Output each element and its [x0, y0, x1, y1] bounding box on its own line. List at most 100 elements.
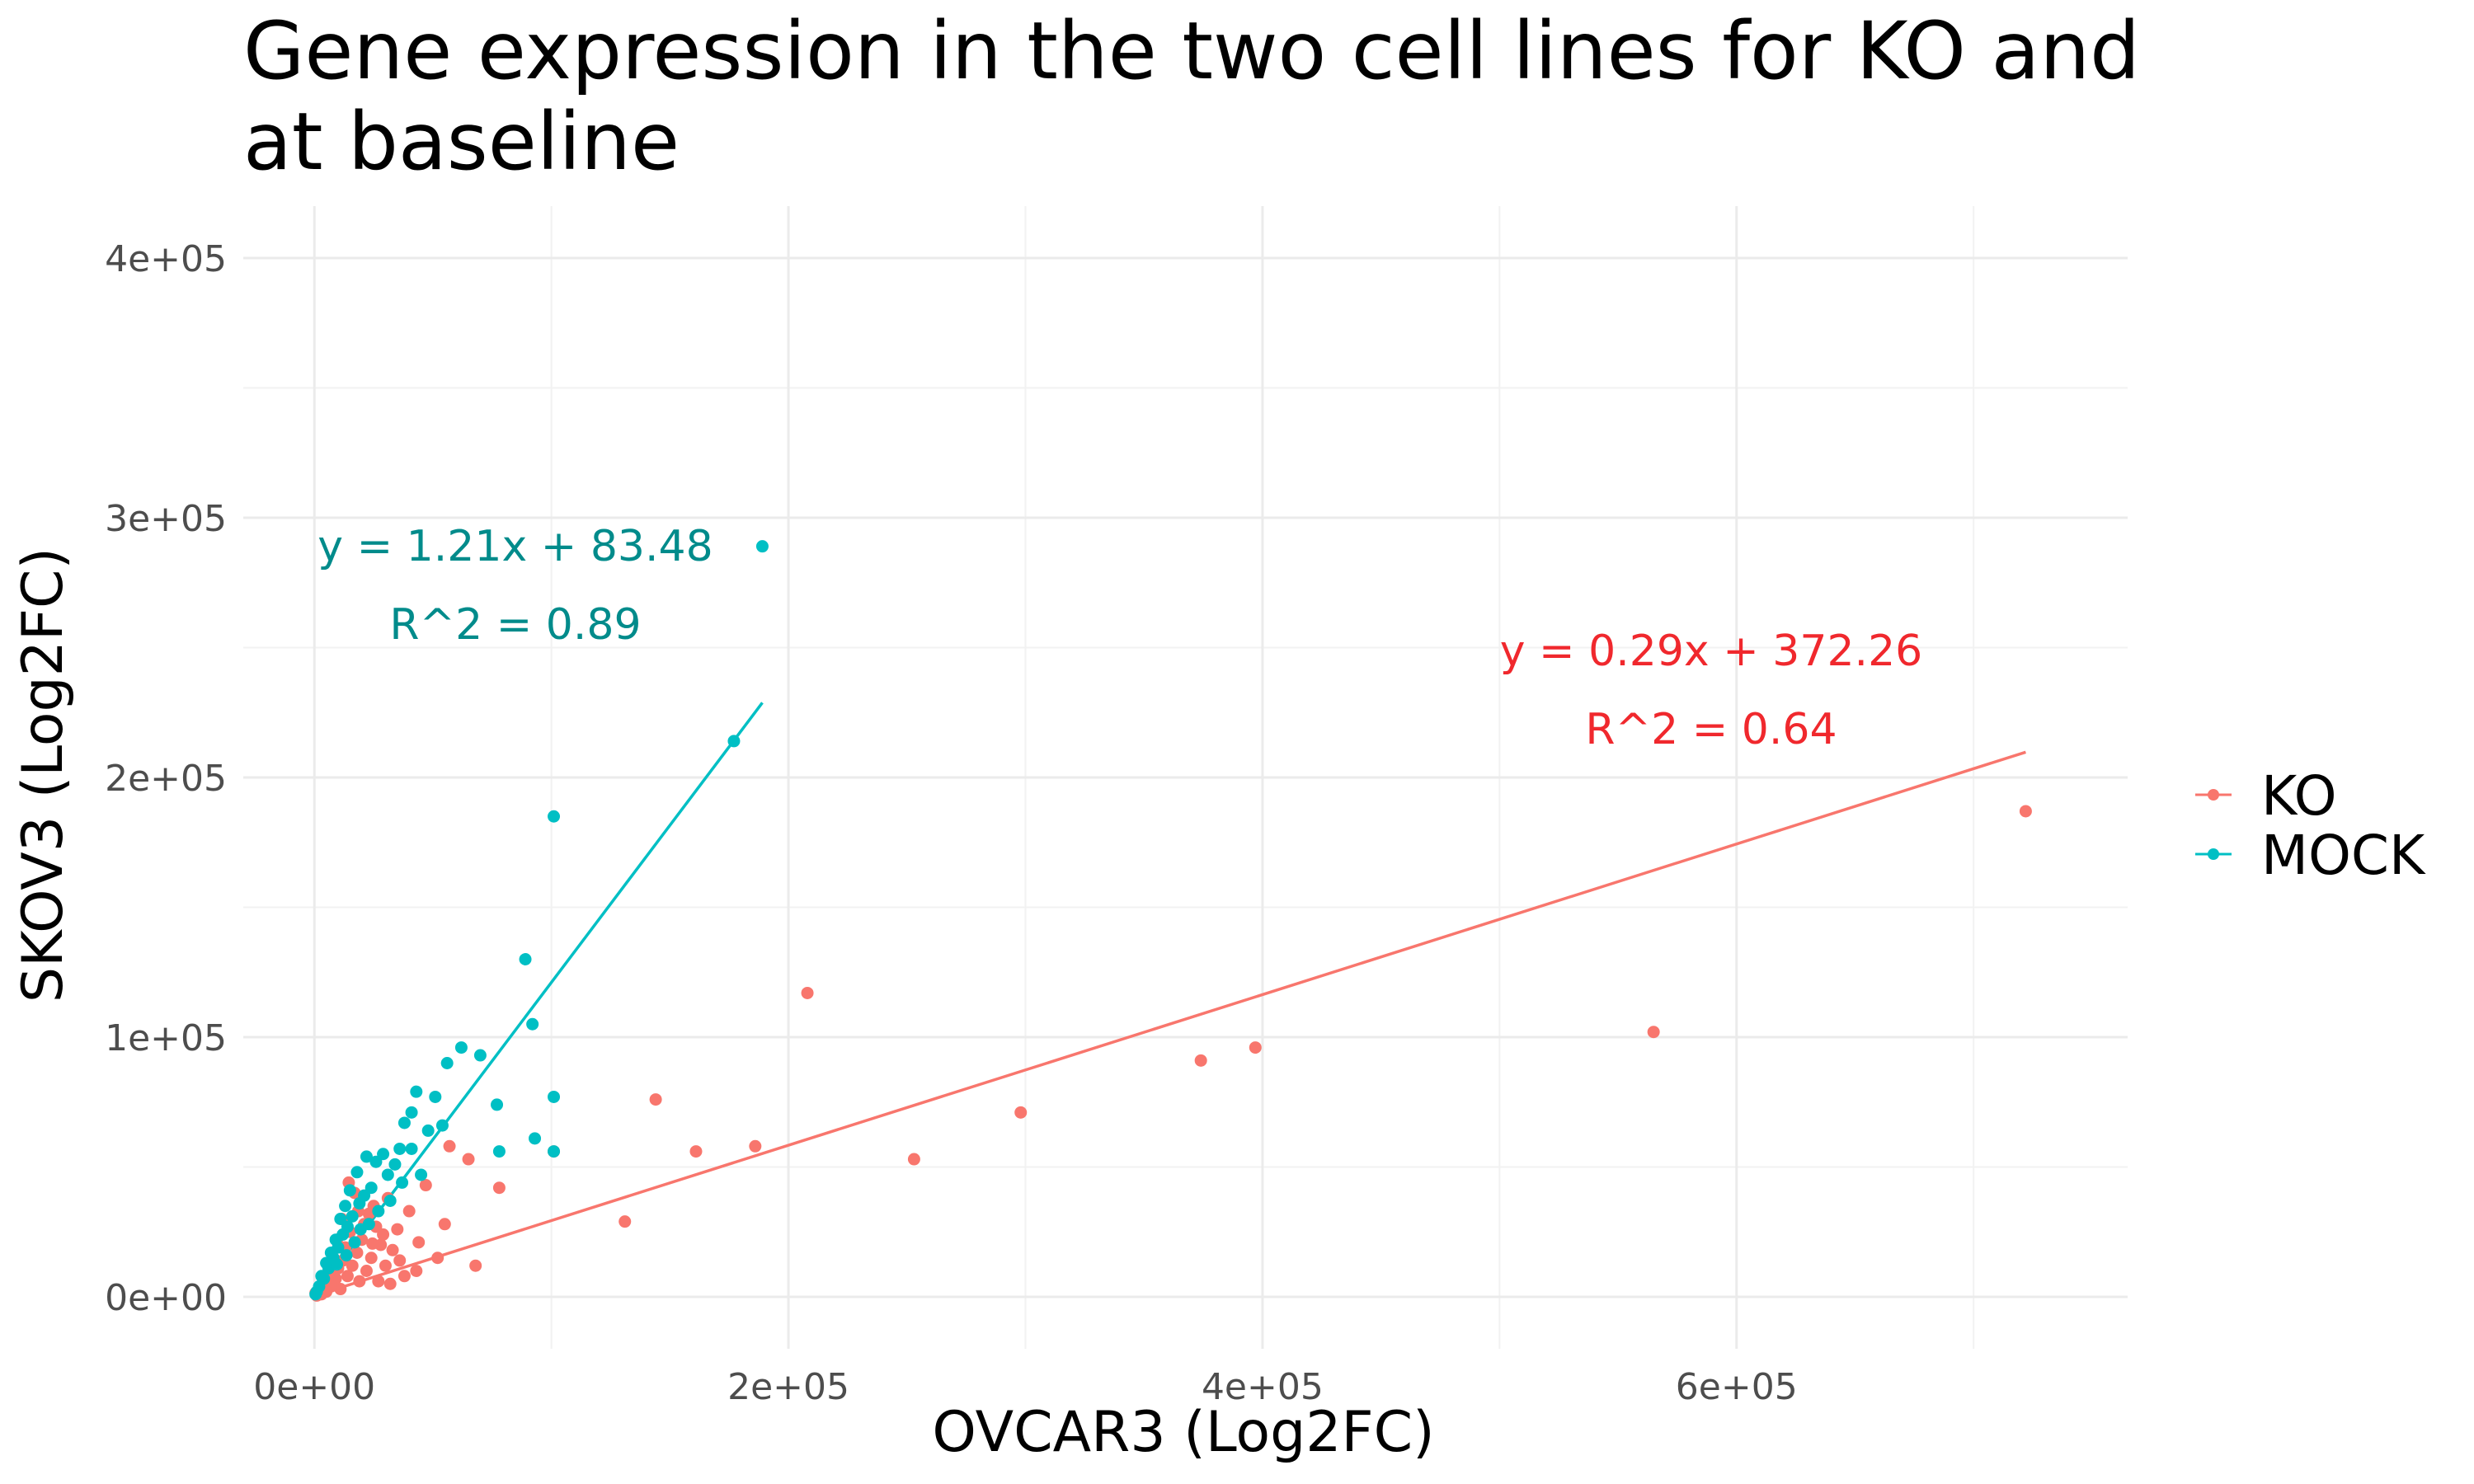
ko-point	[462, 1153, 475, 1166]
legend: KO MOCK	[2195, 764, 2426, 887]
mock-point	[353, 1197, 366, 1210]
mock-point	[339, 1200, 352, 1213]
ko-point	[469, 1259, 482, 1272]
mock-point	[410, 1085, 423, 1098]
ko-point	[377, 1228, 390, 1241]
mock-point	[396, 1176, 409, 1189]
mock-point	[324, 1246, 337, 1259]
y-tick-label: 0e+00	[105, 1277, 227, 1319]
mock-point	[348, 1236, 361, 1249]
mock-point	[405, 1142, 418, 1155]
mock-equation-line: y = 1.21x + 83.48	[317, 522, 713, 571]
ko-point	[689, 1145, 703, 1158]
mock-point	[397, 1116, 411, 1129]
ko-r-squared: R^2 = 0.64	[1585, 705, 1837, 754]
ko-point	[1194, 1054, 1207, 1067]
mock-point	[360, 1150, 373, 1163]
mock-point	[381, 1168, 394, 1181]
ko-point	[372, 1275, 385, 1288]
legend-label-ko: KO	[2261, 764, 2337, 828]
ko-point	[618, 1215, 632, 1228]
ko-point	[410, 1265, 423, 1277]
ko-point	[649, 1093, 662, 1106]
ko-point	[386, 1243, 399, 1256]
ko-point	[492, 1181, 506, 1195]
chart-title-line-2: at baseline	[243, 96, 680, 188]
y-tick-label: 4e+05	[105, 238, 227, 280]
mock-point	[492, 1145, 506, 1158]
ko-point	[383, 1277, 397, 1290]
mock-point	[755, 540, 769, 553]
legend-key-ko-point	[2208, 789, 2219, 801]
mock-point	[331, 1258, 344, 1271]
y-tick-labels: 0e+00 1e+05 2e+05 3e+05 4e+05	[105, 238, 227, 1319]
mock-point	[421, 1124, 435, 1137]
ko-point	[907, 1153, 920, 1166]
ko-point	[1014, 1106, 1028, 1119]
legend-key-mock-point	[2208, 848, 2219, 860]
mock-point	[727, 735, 741, 748]
ko-point	[379, 1259, 392, 1272]
mock-point	[350, 1166, 364, 1179]
y-axis-title: SKOV3 (Log2FC)	[11, 547, 76, 1003]
ko-point	[391, 1223, 404, 1236]
x-tick-label: 0e+00	[253, 1366, 375, 1408]
mock-point	[548, 1145, 561, 1158]
ko-point	[346, 1259, 359, 1272]
ko-point	[2019, 805, 2032, 818]
ko-point	[443, 1139, 456, 1153]
mock-point	[343, 1184, 356, 1197]
mock-point	[429, 1090, 442, 1103]
mock-point	[388, 1158, 402, 1171]
mock-point	[435, 1119, 449, 1132]
data-points	[309, 540, 2032, 1302]
ko-equation-line: y = 0.29x + 372.26	[1500, 627, 1923, 676]
mock-point	[393, 1142, 407, 1155]
y-tick-label: 2e+05	[105, 758, 227, 800]
mock-point	[405, 1106, 418, 1119]
legend-item-ko: KO	[2195, 764, 2337, 828]
mock-point	[340, 1249, 353, 1262]
ko-fit-line	[313, 750, 2026, 1298]
x-tick-label: 4e+05	[1202, 1366, 1324, 1408]
mock-point	[354, 1223, 367, 1236]
mock-point	[315, 1270, 328, 1283]
mock-point	[454, 1041, 468, 1054]
x-axis-title: OVCAR3 (Log2FC)	[932, 1400, 1434, 1465]
mock-r-squared: R^2 = 0.89	[389, 600, 641, 650]
ko-point	[393, 1254, 407, 1267]
ko-point	[749, 1139, 762, 1153]
y-tick-label: 3e+05	[105, 498, 227, 540]
mock-point	[473, 1049, 487, 1062]
ko-point	[397, 1270, 411, 1283]
mock-point	[519, 953, 532, 965]
chart-title-line-1: Gene expression in the two cell lines fo…	[243, 5, 2140, 97]
ko-point	[334, 1283, 347, 1296]
ko-point	[365, 1252, 378, 1265]
legend-item-mock: MOCK	[2195, 824, 2426, 887]
ko-point	[366, 1237, 379, 1250]
mock-point	[320, 1256, 333, 1270]
mock-point	[491, 1098, 504, 1111]
legend-label-mock: MOCK	[2261, 824, 2426, 887]
mock-point	[309, 1288, 322, 1301]
ko-point	[360, 1265, 373, 1277]
mock-point	[529, 1132, 542, 1145]
x-tick-labels: 0e+00 2e+05 4e+05 6e+05	[253, 1366, 1797, 1408]
ko-point	[353, 1275, 366, 1288]
ko-point	[341, 1270, 354, 1283]
mock-point	[383, 1194, 397, 1207]
mock-point	[415, 1168, 428, 1181]
ko-equation: y = 0.29x + 372.26 R^2 = 0.64	[1500, 627, 1923, 754]
mock-point	[334, 1213, 347, 1225]
major-gridlines	[243, 206, 2128, 1349]
ko-point	[402, 1205, 416, 1218]
mock-point	[548, 810, 561, 823]
ko-point	[1249, 1041, 1262, 1054]
mock-point	[329, 1233, 342, 1247]
y-tick-label: 1e+05	[105, 1017, 227, 1059]
mock-point	[369, 1155, 383, 1168]
x-tick-label: 6e+05	[1676, 1366, 1798, 1408]
mock-point	[548, 1090, 561, 1103]
